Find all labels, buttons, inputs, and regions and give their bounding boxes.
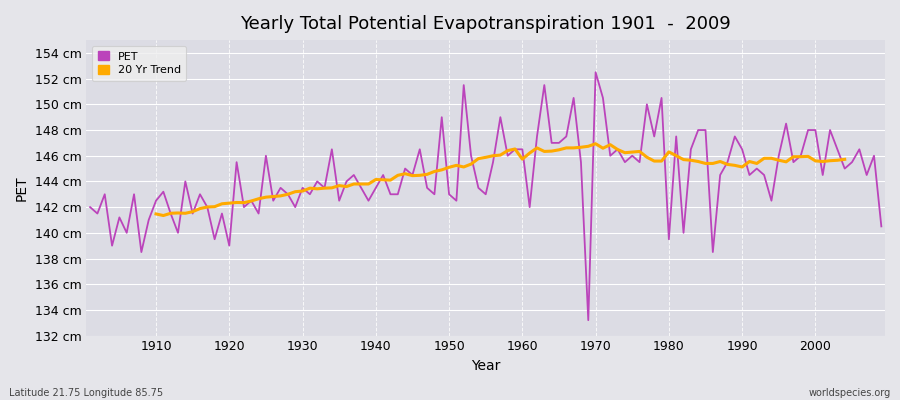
Text: Latitude 21.75 Longitude 85.75: Latitude 21.75 Longitude 85.75 xyxy=(9,388,163,398)
Text: worldspecies.org: worldspecies.org xyxy=(809,388,891,398)
X-axis label: Year: Year xyxy=(471,359,500,373)
Legend: PET, 20 Yr Trend: PET, 20 Yr Trend xyxy=(92,46,186,81)
Title: Yearly Total Potential Evapotranspiration 1901  -  2009: Yearly Total Potential Evapotranspiratio… xyxy=(240,15,731,33)
Y-axis label: PET: PET xyxy=(15,175,29,201)
